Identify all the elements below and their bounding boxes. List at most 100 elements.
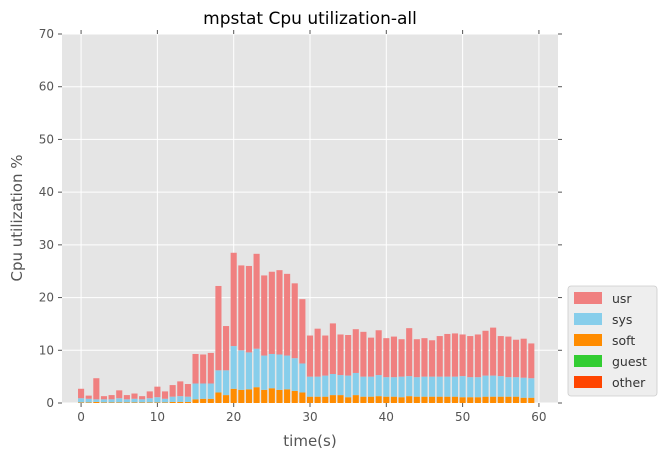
bar-usr bbox=[261, 275, 268, 356]
bar-sys bbox=[200, 383, 207, 399]
bar-soft bbox=[459, 397, 466, 403]
bar-usr bbox=[345, 334, 352, 376]
bar-usr bbox=[177, 381, 184, 397]
y-tick-label: 10 bbox=[39, 343, 54, 357]
bar-usr bbox=[375, 330, 382, 376]
bar-usr bbox=[215, 285, 222, 371]
bar-sys bbox=[390, 377, 397, 397]
bar-sys bbox=[139, 399, 146, 403]
bar-soft bbox=[352, 395, 359, 403]
x-axis-label: time(s) bbox=[283, 432, 336, 450]
bar-sys bbox=[184, 396, 191, 402]
bar-soft bbox=[78, 402, 85, 403]
bar-soft bbox=[474, 397, 481, 403]
bar-usr bbox=[123, 395, 130, 400]
bar-sys bbox=[207, 383, 214, 399]
bar-soft bbox=[223, 395, 230, 403]
legend-swatch-soft bbox=[574, 334, 602, 346]
bar-usr bbox=[444, 333, 451, 377]
bar-soft bbox=[177, 401, 184, 403]
bar-usr bbox=[253, 253, 260, 349]
bar-sys bbox=[116, 398, 123, 403]
bar-soft bbox=[505, 396, 512, 403]
bar-soft bbox=[406, 396, 413, 403]
bar-sys bbox=[284, 355, 291, 390]
bar-soft bbox=[200, 398, 207, 403]
bar-sys bbox=[337, 375, 344, 396]
bar-sys bbox=[314, 376, 321, 397]
bar-usr bbox=[238, 265, 245, 351]
bar-soft bbox=[230, 388, 237, 403]
x-tick-label: 0 bbox=[77, 410, 85, 424]
bar-usr bbox=[245, 265, 253, 353]
bar-sys bbox=[429, 376, 436, 397]
bar-usr bbox=[184, 384, 191, 397]
bar-soft bbox=[322, 396, 329, 403]
bar-sys bbox=[268, 353, 275, 389]
bar-sys bbox=[352, 372, 359, 396]
bar-usr bbox=[139, 396, 146, 400]
bar-usr bbox=[223, 326, 230, 371]
bar-sys bbox=[322, 375, 329, 397]
bar-sys bbox=[78, 398, 85, 403]
bar-usr bbox=[406, 328, 413, 377]
bar-sys bbox=[131, 398, 138, 403]
bar-soft bbox=[528, 397, 535, 403]
bar-sys bbox=[474, 377, 481, 398]
bar-usr bbox=[413, 339, 420, 378]
bar-soft bbox=[398, 397, 405, 403]
bar-sys bbox=[482, 375, 489, 397]
bar-sys bbox=[367, 376, 375, 397]
bar-soft bbox=[451, 396, 459, 403]
x-tick-label: 50 bbox=[455, 410, 470, 424]
bar-usr bbox=[131, 393, 138, 399]
bar-usr bbox=[146, 391, 153, 399]
bar-sys bbox=[276, 354, 283, 390]
bar-usr bbox=[451, 333, 459, 377]
bar-sys bbox=[93, 399, 100, 402]
bar-sys bbox=[467, 377, 474, 398]
legend-swatch-guest bbox=[574, 355, 602, 367]
bar-usr bbox=[154, 386, 161, 398]
bar-sys bbox=[520, 377, 527, 398]
bar-usr bbox=[200, 354, 207, 384]
bar-sys bbox=[451, 376, 459, 397]
bar-soft bbox=[161, 402, 169, 403]
bar-soft bbox=[345, 397, 352, 403]
bar-usr bbox=[367, 337, 375, 377]
bar-soft bbox=[154, 402, 161, 403]
bar-soft bbox=[520, 397, 527, 403]
x-tick-label: 40 bbox=[379, 410, 394, 424]
y-tick-label: 50 bbox=[39, 132, 54, 146]
bar-sys bbox=[261, 355, 268, 390]
bar-usr bbox=[352, 329, 359, 373]
bar-usr bbox=[383, 338, 390, 378]
bar-soft bbox=[245, 389, 253, 403]
bar-usr bbox=[459, 334, 466, 377]
bar-soft bbox=[367, 396, 375, 403]
bar-usr bbox=[230, 252, 237, 347]
bar-soft bbox=[123, 402, 130, 403]
bar-usr bbox=[398, 339, 405, 377]
bar-soft bbox=[215, 392, 222, 403]
bar-usr bbox=[467, 336, 474, 378]
bar-usr bbox=[474, 334, 481, 378]
bar-usr bbox=[528, 343, 535, 379]
bar-usr bbox=[429, 340, 436, 377]
bar-usr bbox=[490, 327, 497, 376]
bar-sys bbox=[413, 377, 420, 397]
bar-sys bbox=[444, 376, 451, 397]
y-tick-label: 30 bbox=[39, 238, 54, 252]
bar-sys bbox=[459, 376, 466, 398]
bar-sys bbox=[230, 346, 237, 389]
bar-soft bbox=[360, 396, 367, 403]
bars bbox=[78, 252, 535, 403]
bar-soft bbox=[375, 396, 382, 403]
bar-soft bbox=[108, 402, 115, 403]
legend-label-usr: usr bbox=[612, 291, 632, 306]
legend-label-other: other bbox=[612, 375, 646, 390]
bar-sys bbox=[505, 377, 512, 397]
bar-usr bbox=[276, 270, 283, 355]
bar-sys bbox=[421, 376, 428, 397]
legend-label-soft: soft bbox=[612, 333, 635, 348]
